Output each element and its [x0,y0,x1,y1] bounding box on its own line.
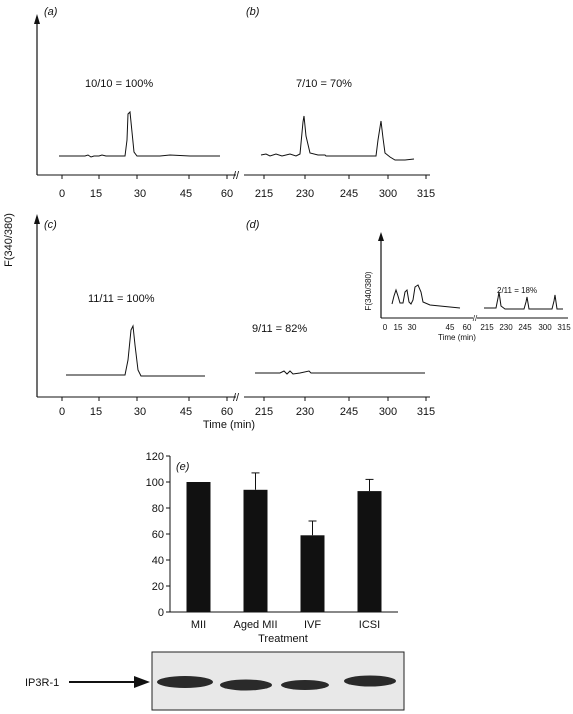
panel-d-label: (d) [246,219,260,231]
panel-cd: // 0 15 30 45 60 215 230 245 300 315 Tim… [34,214,571,431]
tick-b-1: 230 [296,188,314,200]
bar-y-tick-5: 100 [146,477,164,489]
bar-x-axis-label: Treatment [258,633,308,645]
bar-y-tick-1: 20 [152,581,164,593]
tick-c-2: 30 [134,406,146,418]
bar-x-tick-3: ICSI [359,619,380,631]
bar-x-tick-1: Aged MII [233,619,277,631]
bar-y-tick-6: 120 [146,451,164,463]
inset-tick-r3: 300 [538,323,552,332]
inset-tick-l3: 45 [446,323,455,332]
tick-c-0: 0 [59,406,65,418]
tick-d-1: 230 [296,406,314,418]
bar-ivf [300,535,325,612]
tick-a-1: 15 [90,188,102,200]
panel-d-annotation: 9/11 = 82% [252,323,307,335]
trace-b [260,115,415,161]
inset-tick-r2: 245 [518,323,532,332]
panel-a-annotation: 10/10 = 100% [85,78,153,90]
inset-annotation: 2/11 = 18% [497,286,537,295]
svg-text://: // [233,170,240,182]
svg-text://: // [473,314,478,323]
bar-chart: (e) 0 20 40 60 80 100 120 MII Aged MII IVF ICSI T… [146,451,398,645]
shared-y-label: F(340/380) [3,213,15,267]
trace-a [59,110,220,158]
panel-d-inset: // F(340/380) 2/11 = 18% Time (min) 0 15… [364,232,571,342]
panel-b-annotation: 7/10 = 70% [296,78,352,90]
inset-x-label: Time (min) [438,333,476,342]
tick-b-4: 315 [417,188,435,200]
inset-tick-r0: 215 [480,323,494,332]
panel-c-label: (c) [44,219,57,231]
tick-b-3: 300 [379,188,397,200]
inset-tick-l2: 30 [408,323,417,332]
bar-x-tick-2: IVF [304,619,321,631]
tick-a-0: 0 [59,188,65,200]
bar-aged-mii [243,489,268,612]
tick-d-2: 245 [340,406,358,418]
bar-x-tick-0: MII [191,619,206,631]
tick-b-2: 245 [340,188,358,200]
tick-a-3: 45 [180,188,192,200]
time-axis-label: Time (min) [203,419,255,431]
bar-y-tick-0: 0 [158,607,164,619]
bar-y-tick-4: 80 [152,503,164,515]
panel-ab: // 0 15 30 45 60 215 230 245 300 315 (a)… [34,6,435,200]
tick-b-0: 215 [255,188,273,200]
trace-c [66,324,205,377]
blot-label: IP3R-1 [25,677,59,689]
panel-b-label: (b) [246,6,260,18]
inset-tick-r4: 315 [557,323,571,332]
bar-y-tick-2: 40 [152,555,164,567]
tick-c-1: 15 [90,406,102,418]
tick-d-4: 315 [417,406,435,418]
panel-a-label: (a) [44,6,58,18]
panel-e-label: (e) [176,461,190,473]
western-blot: IP3R-1 [25,651,405,711]
bar-mii [186,482,211,612]
inset-tick-r1: 230 [499,323,513,332]
panel-c-annotation: 11/11 = 100% [88,293,155,305]
tick-c-4: 60 [221,406,233,418]
svg-text://: // [233,392,240,404]
tick-c-3: 45 [180,406,192,418]
tick-d-0: 215 [255,406,273,418]
inset-tick-l1: 15 [394,323,403,332]
bar-y-tick-3: 60 [152,529,164,541]
inset-y-label: F(340/380) [364,271,373,310]
tick-a-4: 60 [221,188,233,200]
tick-a-2: 30 [134,188,146,200]
inset-tick-l0: 0 [383,323,388,332]
trace-d [255,370,425,375]
tick-d-3: 300 [379,406,397,418]
inset-tick-l4: 60 [463,323,472,332]
bar-icsi [357,491,382,612]
